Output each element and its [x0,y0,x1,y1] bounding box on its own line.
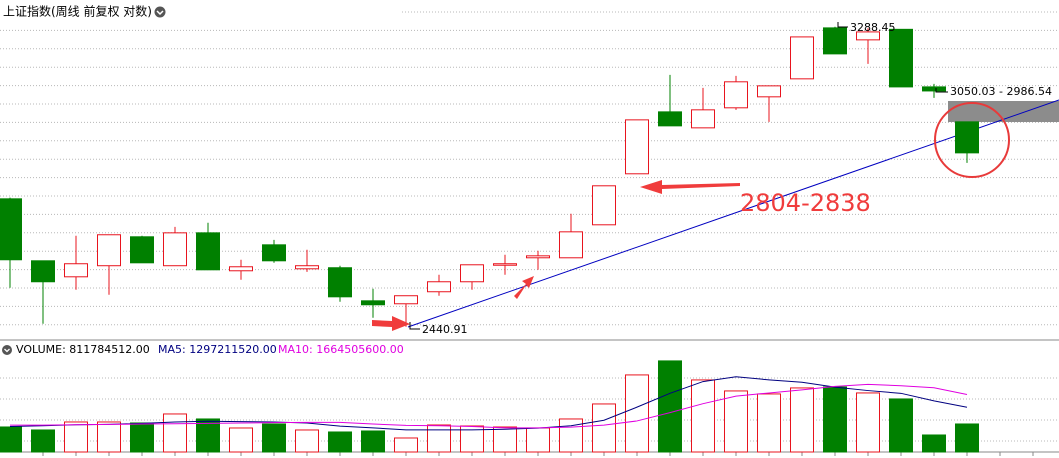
chart-title: 上证指数(周线 前复权 对数) [3,4,152,19]
arrow [514,276,534,299]
volume-bar [328,431,352,453]
volume-bar [856,392,880,453]
volume-bar [163,413,187,453]
candle-body [460,264,484,283]
legend-ma5: MA5: 1297211520.00 [158,343,277,356]
volume-bar [361,430,385,453]
candle-body [229,266,253,272]
candle-body [361,300,385,306]
candle-body [295,265,319,270]
candle-body [691,109,715,129]
highlight-circle [934,102,1010,178]
volume-bar [889,398,913,453]
volume-bar [427,424,451,453]
candle-body [790,36,814,80]
marks [0,26,979,453]
trend-line [407,99,1059,328]
candle-body [625,119,649,175]
candle-body [526,255,550,259]
target-label: 2804-2838 [740,189,871,217]
candle-body [262,244,286,262]
legend-volume: VOLUME: 811784512.00 [16,343,150,356]
arrow [372,316,410,331]
title-icon [154,6,166,18]
arrows [372,180,740,331]
candle-body [922,86,946,92]
candle-body [163,232,187,267]
grid [0,11,1059,456]
candle-body [658,111,682,127]
candle-body [856,31,880,41]
volume-bar [262,423,286,453]
arrow [640,180,740,194]
range-label: 3050.03 - 2986.54 [950,85,1052,98]
volume-bar [823,386,847,453]
volume-bar [64,421,88,453]
ma-line [9,376,968,431]
candle-body [0,198,22,261]
volume-bar [658,360,682,453]
highlight-band [948,101,1059,122]
volume-bar [757,393,781,453]
candle-body [724,81,748,109]
volume-icon [2,345,12,355]
volume-bar [97,421,121,453]
candle-body [955,121,979,154]
volume-bar [295,429,319,453]
volume-bar [625,374,649,453]
candle-body [31,260,55,283]
candle-body [328,267,352,298]
volume-bar [196,418,220,453]
volume-bar [592,403,616,453]
candle-body [394,295,418,305]
title-bg [0,2,400,20]
ma-line [10,383,968,429]
volume-bar [526,427,550,453]
volume-bar [790,387,814,453]
high-label: 3288.45 [850,21,896,34]
volume-bar [229,427,253,453]
volume-bar [922,434,946,453]
volume-bar [493,426,517,453]
candle-body [757,85,781,98]
candle-body [130,236,154,264]
candle-body [592,185,616,226]
volume-bar [955,423,979,453]
candle-body [493,263,517,266]
volume-bar [691,379,715,453]
candle-body [427,281,451,293]
candle-body [823,27,847,55]
candle-body [196,232,220,271]
candle-body [64,263,88,278]
candle-body [559,231,583,259]
volume-bar [0,426,22,453]
candle-body [97,234,121,267]
legend-ma10: MA10: 1664505600.00 [278,343,404,356]
annotation-markers [409,22,948,330]
volume-bar [724,390,748,453]
volume-bar [394,437,418,453]
volume-bar [130,422,154,453]
candle-body [889,28,913,88]
volume-bar [31,429,55,453]
low-label: 2440.91 [422,323,468,336]
